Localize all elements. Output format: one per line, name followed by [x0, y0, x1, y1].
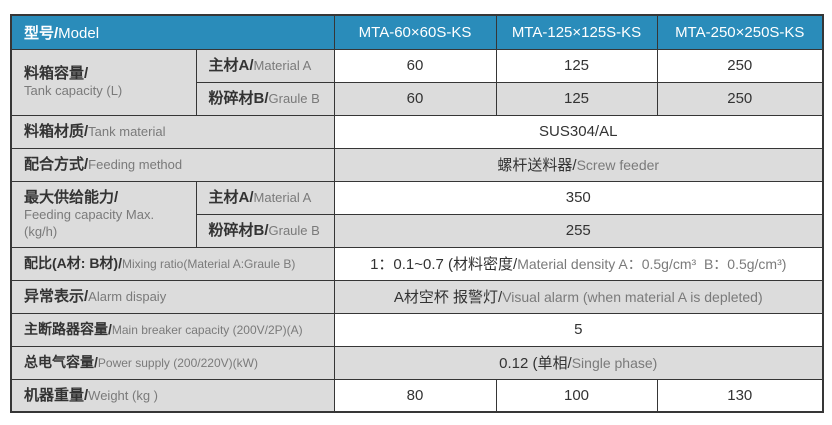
cell-tank-capacity-b-125: 125 [495, 81, 658, 116]
header-row: 型号/Model MTA-60×60S-KS MTA-125×125S-KS M… [10, 14, 824, 50]
cell-alarm-display-value-en: Visual alarm (when material A is deplete… [502, 289, 763, 305]
cell-mixing-ratio-value: 1：0.1~0.7 (材料密度/Material density A：0.5g/… [333, 246, 824, 281]
header-model-1: MTA-60×60S-KS [333, 14, 497, 50]
label-feeding-method-en: Feeding method [88, 157, 183, 172]
cell-tank-capacity-a-250: 250 [656, 48, 824, 83]
cell-tank-material-value: SUS304/AL [333, 114, 824, 149]
label-power-supply-en: Power supply (200/220V)(kW) [97, 355, 258, 370]
label-tank-capacity: 料箱容量/ Tank capacity (L) [10, 48, 197, 116]
label-tank-capacity-zh: 料箱容量/ [24, 65, 89, 82]
sublabel-graule-b-2-en: Graule B [268, 223, 320, 238]
cell-tank-capacity-b-60: 60 [333, 81, 497, 116]
sublabel-graule-b-2: 粉碎材B/Graule B [195, 213, 335, 248]
label-feeding-method: 配合方式/Feeding method [10, 147, 335, 182]
spec-table: 型号/Model MTA-60×60S-KS MTA-125×125S-KS M… [10, 14, 824, 413]
cell-tank-capacity-a-125: 125 [495, 48, 658, 83]
cell-feeding-method-value-en: Screw feeder [576, 157, 660, 173]
label-tank-material-zh: 料箱材质/ [24, 123, 89, 140]
label-mixing-ratio-zh: 配比(A材: B材)/ [24, 254, 122, 271]
cell-feeding-capacity-a-value: 350 [333, 180, 824, 215]
label-weight-en: Weight (kg ) [88, 387, 159, 403]
row-feeding-capacity-b: 粉碎材B/Graule B 255 [11, 213, 824, 248]
header-model-label: 型号/Model [10, 14, 335, 50]
cell-alarm-display-value: A材空杯 报警灯/Visual alarm (when material A i… [333, 279, 824, 314]
row-main-breaker: 主断路器容量/Main breaker capacity (200V/2P)(A… [10, 312, 824, 347]
sublabel-graule-b-1-zh: 粉碎材B/ [208, 90, 269, 107]
cell-tank-capacity-b-250: 250 [656, 81, 824, 116]
label-alarm-display: 异常表示/Alarm dispaiy [10, 279, 335, 314]
cell-mixing-ratio-value-en: Material density A：0.5g/cm³ B：0.5g/cm³) [517, 256, 787, 272]
label-feeding-method-zh: 配合方式/ [24, 156, 89, 173]
label-weight: 机器重量/Weight (kg ) [10, 378, 335, 413]
cell-tank-capacity-a-60: 60 [333, 48, 497, 83]
row-feeding-method: 配合方式/Feeding method 螺杆送料器/Screw feeder [10, 147, 824, 182]
sublabel-material-a-1: 主材A/Material A [195, 48, 335, 83]
sublabel-graule-b-1: 粉碎材B/Graule B [195, 81, 335, 116]
header-model-3: MTA-250×250S-KS [656, 14, 824, 50]
label-feeding-capacity-en2: (kg/h) [24, 223, 58, 239]
label-tank-capacity-en: Tank capacity (L) [24, 83, 123, 98]
label-power-supply-zh: 总电气容量/ [24, 353, 98, 370]
cell-feeding-capacity-b-value: 255 [333, 213, 824, 248]
row-alarm-display: 异常表示/Alarm dispaiy A材空杯 报警灯/Visual alarm… [10, 279, 824, 314]
sublabel-material-a-2-zh: 主材A/ [208, 189, 254, 206]
row-tank-capacity-b: 粉碎材B/Graule B 60 125 250 [11, 81, 824, 116]
cell-power-supply-value-en: Single phase) [571, 355, 658, 371]
cell-weight-80: 80 [333, 378, 497, 413]
label-feeding-capacity-zh: 最大供给能力/ [24, 188, 119, 206]
cell-weight-130: 130 [656, 378, 824, 413]
row-tank-material: 料箱材质/Tank material SUS304/AL [10, 114, 824, 149]
header-model-label-zh: 型号/ [24, 24, 59, 42]
label-main-breaker-zh: 主断路器容量/ [24, 320, 112, 337]
label-weight-zh: 机器重量/ [24, 386, 89, 404]
row-tank-capacity-a: 料箱容量/ Tank capacity (L) 主材A/Material A 6… [10, 48, 824, 116]
cell-power-supply-value-zh: 0.12 (单相/ [499, 355, 572, 372]
cell-weight-100: 100 [495, 378, 658, 413]
sublabel-graule-b-1-en: Graule B [268, 91, 320, 106]
row-mixing-ratio: 配比(A材: B材)/Mixing ratio(Material A:Graul… [10, 246, 824, 281]
cell-feeding-method-value-zh: 螺杆送料器/ [497, 157, 577, 174]
cell-power-supply-value: 0.12 (单相/Single phase) [333, 345, 824, 380]
label-power-supply: 总电气容量/Power supply (200/220V)(kW) [10, 345, 335, 380]
header-model-2: MTA-125×125S-KS [495, 14, 658, 50]
sublabel-material-a-1-zh: 主材A/ [208, 57, 254, 74]
label-feeding-capacity: 最大供给能力/ Feeding capacity Max. (kg/h) [10, 180, 197, 248]
label-alarm-display-en: Alarm dispaiy [88, 289, 167, 304]
label-alarm-display-zh: 异常表示/ [24, 288, 89, 305]
sublabel-material-a-2: 主材A/Material A [195, 180, 335, 215]
label-main-breaker: 主断路器容量/Main breaker capacity (200V/2P)(A… [10, 312, 335, 347]
sublabel-material-a-2-en: Material A [253, 190, 312, 205]
label-mixing-ratio: 配比(A材: B材)/Mixing ratio(Material A:Graul… [10, 246, 335, 281]
cell-mixing-ratio-value-zh: 1：0.1~0.7 (材料密度/ [370, 256, 518, 273]
label-feeding-capacity-en: Feeding capacity Max. [24, 206, 155, 222]
label-tank-material-en: Tank material [88, 124, 166, 139]
cell-alarm-display-value-zh: A材空杯 报警灯/ [393, 289, 503, 306]
row-weight: 机器重量/Weight (kg ) 80 100 130 [10, 378, 824, 413]
label-mixing-ratio-en: Mixing ratio(Material A:Graule B) [122, 256, 296, 271]
sublabel-graule-b-2-zh: 粉碎材B/ [208, 222, 269, 239]
label-main-breaker-en: Main breaker capacity (200V/2P)(A) [111, 322, 303, 337]
cell-feeding-method-value: 螺杆送料器/Screw feeder [333, 147, 824, 182]
header-model-label-en: Model [58, 24, 100, 42]
row-feeding-capacity-a: 最大供给能力/ Feeding capacity Max. (kg/h) 主材A… [10, 180, 824, 248]
cell-main-breaker-value: 5 [333, 312, 824, 347]
sublabel-material-a-1-en: Material A [253, 58, 312, 73]
label-tank-material: 料箱材质/Tank material [10, 114, 335, 149]
row-power-supply: 总电气容量/Power supply (200/220V)(kW) 0.12 (… [10, 345, 824, 380]
